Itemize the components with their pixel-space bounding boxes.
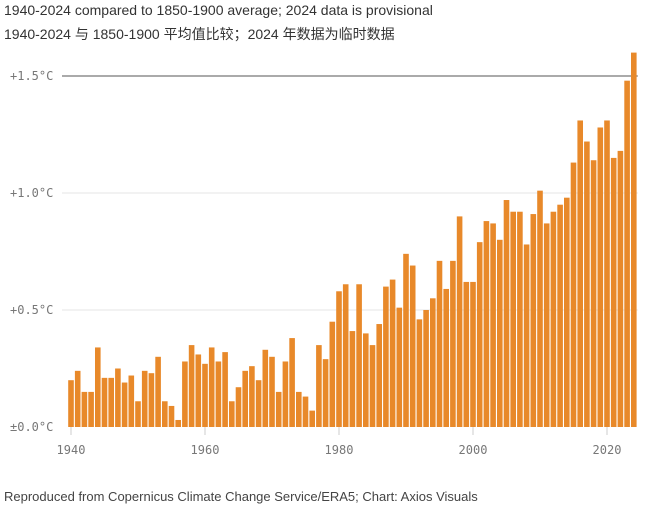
bar [108,377,114,427]
bar [409,265,416,427]
x-tick-label: 2000 [459,443,488,457]
chart-title: 1940-2024 compared to 1850-1900 average;… [4,2,433,18]
bar [121,382,128,427]
bar [168,405,175,427]
bar [182,361,188,427]
bar [162,401,168,427]
bar [222,352,228,427]
bar [141,370,148,427]
bar [430,298,436,427]
bar [470,281,476,427]
bar [577,120,583,428]
bar [497,239,503,427]
bar [570,162,577,427]
bar [195,354,202,427]
bar [296,391,302,427]
bar [389,279,396,427]
y-tick-label: +1.5°C [10,69,53,83]
bar [530,214,537,427]
chart-source: Reproduced from Copernicus Climate Chang… [4,489,478,504]
bar [436,260,443,427]
bar [155,356,161,427]
bar [135,401,141,427]
bar [336,291,342,427]
bar [148,373,155,427]
bar [215,361,222,427]
bar [101,377,108,427]
bar [557,204,563,427]
bar [255,380,262,427]
bar [356,284,362,427]
bar [564,197,570,427]
bar [88,391,94,427]
bar [383,286,389,427]
bar [584,141,590,427]
bar [235,387,242,427]
bar [175,419,181,427]
bar [490,223,496,427]
bar [188,345,195,427]
bar [550,211,557,427]
bar [463,281,470,427]
bar [483,221,490,427]
bar [81,391,88,427]
bar [604,120,610,428]
y-tick-label: +1.0°C [10,186,53,200]
bar [208,347,215,427]
bar [631,52,637,427]
bar [249,366,255,427]
bar [349,331,356,427]
bar [416,319,423,427]
bar [269,356,275,427]
bar [403,253,409,427]
bar [302,396,309,427]
bar [115,368,121,427]
bar [376,324,382,427]
bar [363,333,369,427]
bar [443,288,449,427]
bar [329,321,336,427]
bar [309,410,315,427]
chart-subtitle: 1940-2024 与 1850-1900 平均值比较；2024 年数据为临时数… [4,26,395,42]
bar [517,211,523,427]
bar [229,401,235,427]
bar [262,349,269,427]
bar [423,310,429,427]
bar [590,160,597,428]
bar [342,284,349,427]
bar [202,363,208,427]
bar [74,370,81,427]
bar [289,338,295,427]
bar [624,80,630,428]
bar [242,370,248,427]
bar [95,347,101,427]
bar [369,345,376,427]
y-tick-label: +0.5°C [10,303,53,317]
bar [510,211,516,427]
bar [597,127,604,427]
bar [450,260,456,427]
x-tick-label: 1960 [191,443,220,457]
bar [68,380,74,427]
bar [476,242,483,427]
bar [275,391,282,427]
bar [396,307,403,427]
x-tick-label: 1980 [325,443,354,457]
x-tick-label: 1940 [57,443,86,457]
y-tick-label: ±0.0°C [10,420,53,434]
bar [128,375,135,427]
bar [503,200,510,427]
bar [322,359,329,427]
bar [456,216,463,427]
bar [316,345,322,427]
bar [543,223,550,427]
bar [282,361,289,427]
bar [617,150,624,427]
bar [610,157,617,427]
bar [537,190,543,427]
x-tick-label: 2020 [593,443,622,457]
bar [523,244,530,427]
